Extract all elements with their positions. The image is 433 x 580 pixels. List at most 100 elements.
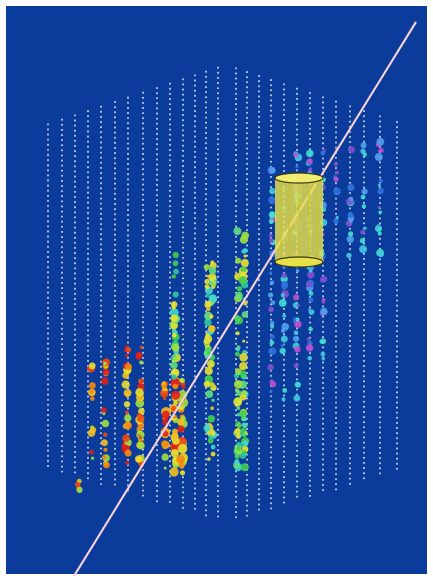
hit xyxy=(162,419,168,425)
hit xyxy=(89,382,96,389)
hit xyxy=(238,276,247,285)
hit xyxy=(210,406,214,411)
hit xyxy=(101,419,110,428)
hit xyxy=(294,346,301,353)
hit xyxy=(375,225,382,232)
hit xyxy=(161,440,169,448)
hit xyxy=(320,351,326,357)
hit xyxy=(239,235,248,244)
hit xyxy=(269,271,273,275)
hit xyxy=(206,347,211,352)
hit xyxy=(360,142,367,149)
hit xyxy=(320,338,327,345)
hit xyxy=(177,425,185,433)
hit xyxy=(235,257,242,264)
hit xyxy=(179,379,183,383)
hit xyxy=(308,167,313,172)
hit xyxy=(162,381,167,386)
hit xyxy=(136,414,145,423)
hit xyxy=(333,176,339,182)
hit xyxy=(171,333,177,338)
hit xyxy=(305,344,314,352)
hit xyxy=(281,273,287,279)
hit xyxy=(233,397,243,407)
hit xyxy=(139,345,144,349)
hit xyxy=(293,330,299,336)
background xyxy=(6,6,427,574)
hit xyxy=(376,137,385,146)
hit xyxy=(361,204,367,209)
hit xyxy=(307,271,315,279)
hit xyxy=(203,424,211,432)
hit xyxy=(173,356,179,362)
hit xyxy=(239,452,247,460)
hit xyxy=(269,280,275,286)
hit xyxy=(239,362,248,371)
hit xyxy=(307,355,313,361)
hit xyxy=(179,470,186,476)
hit xyxy=(333,187,341,196)
hit xyxy=(306,149,314,158)
hit xyxy=(172,260,179,267)
hit xyxy=(334,170,339,175)
hit xyxy=(242,440,249,446)
hit xyxy=(124,345,128,349)
hit xyxy=(293,335,300,342)
cylinder-top xyxy=(274,172,324,184)
hit xyxy=(236,441,242,448)
hit xyxy=(172,383,179,390)
hit xyxy=(102,454,107,460)
hit xyxy=(103,461,110,469)
hit xyxy=(170,361,178,369)
hit xyxy=(346,252,352,259)
hit xyxy=(234,428,241,435)
hit xyxy=(347,146,355,154)
hit xyxy=(102,412,106,416)
hit xyxy=(177,418,185,426)
hit xyxy=(171,274,176,279)
hit xyxy=(89,449,94,455)
hit xyxy=(236,433,241,439)
hit xyxy=(378,149,382,153)
hit xyxy=(308,268,313,273)
hit xyxy=(122,434,130,443)
hit xyxy=(269,187,276,195)
hit xyxy=(208,281,213,285)
hit xyxy=(294,320,302,329)
hit xyxy=(270,320,275,326)
hit xyxy=(360,148,366,154)
hit xyxy=(172,302,176,306)
hit xyxy=(242,248,248,254)
hit xyxy=(125,410,129,415)
hit xyxy=(101,377,109,386)
hit xyxy=(242,433,247,438)
hit xyxy=(91,456,95,460)
hit xyxy=(347,183,355,191)
hit xyxy=(163,397,167,401)
hit xyxy=(211,398,215,402)
hit xyxy=(239,409,247,418)
hit xyxy=(242,339,246,343)
hit xyxy=(280,343,285,348)
hit xyxy=(294,381,301,388)
hit xyxy=(171,374,177,380)
hit xyxy=(124,421,132,430)
hit xyxy=(234,380,243,389)
hit xyxy=(236,446,241,451)
hit xyxy=(208,434,213,440)
hit xyxy=(209,314,214,319)
hit xyxy=(203,264,210,271)
hit xyxy=(125,354,129,358)
hit xyxy=(204,366,213,376)
hit xyxy=(268,219,274,224)
hit xyxy=(269,390,273,394)
hit xyxy=(207,415,215,423)
hit xyxy=(239,370,247,378)
hit xyxy=(268,347,277,356)
hit xyxy=(241,390,247,396)
hit xyxy=(203,337,211,345)
hit xyxy=(181,384,186,389)
hit xyxy=(138,378,144,385)
cylinder xyxy=(274,172,324,268)
